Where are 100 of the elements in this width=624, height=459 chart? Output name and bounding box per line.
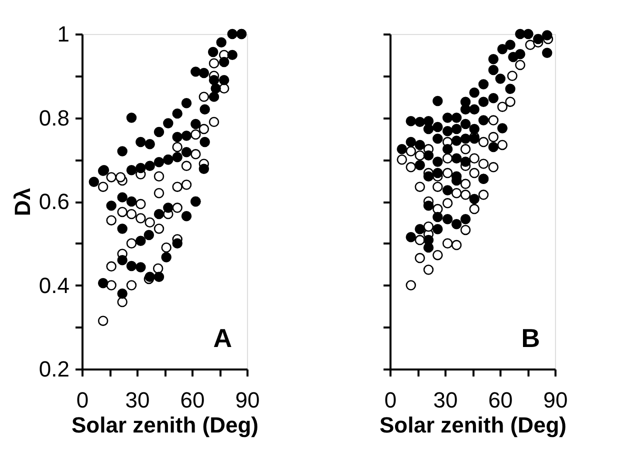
point xyxy=(460,224,471,236)
point xyxy=(396,154,408,165)
point xyxy=(126,164,137,176)
point xyxy=(181,98,192,108)
point xyxy=(406,162,416,172)
point xyxy=(488,132,499,142)
point xyxy=(414,252,426,264)
point xyxy=(198,124,210,134)
y-tick-label: 0.8 xyxy=(38,105,70,130)
point xyxy=(451,240,462,250)
point xyxy=(190,66,201,77)
point xyxy=(136,236,146,246)
y-tick-label: 0.2 xyxy=(38,356,70,382)
point xyxy=(432,250,443,260)
point xyxy=(442,168,453,178)
point xyxy=(181,160,192,172)
point xyxy=(227,50,238,60)
point xyxy=(126,238,137,248)
point xyxy=(497,140,508,150)
point xyxy=(210,83,221,94)
point xyxy=(172,202,182,213)
x-tick-label: 30 xyxy=(433,388,458,412)
point xyxy=(181,180,192,190)
point xyxy=(198,92,210,102)
point xyxy=(117,146,128,156)
x-tick-label: 90 xyxy=(235,388,260,412)
point xyxy=(218,56,230,68)
point xyxy=(152,263,164,274)
point xyxy=(216,37,226,48)
point xyxy=(172,238,182,248)
point xyxy=(190,149,201,160)
point xyxy=(227,28,238,40)
point xyxy=(198,164,210,174)
point xyxy=(181,130,192,141)
point xyxy=(106,261,116,272)
point xyxy=(117,296,128,308)
point xyxy=(497,102,508,112)
point xyxy=(208,92,220,102)
point xyxy=(98,182,108,192)
x-axis-title: Solar zenith (Deg) xyxy=(379,412,567,438)
point xyxy=(515,60,526,70)
point xyxy=(106,280,116,290)
point xyxy=(154,224,164,234)
point xyxy=(505,96,516,107)
point xyxy=(172,152,182,162)
point xyxy=(198,68,210,78)
point xyxy=(451,188,462,198)
point xyxy=(469,204,480,214)
point xyxy=(144,217,155,228)
point xyxy=(172,142,182,152)
point xyxy=(488,162,499,172)
y-tick-label: 1 xyxy=(57,22,70,46)
point xyxy=(406,146,416,156)
x-tick-label: 90 xyxy=(543,388,568,412)
point xyxy=(406,280,416,290)
point xyxy=(488,115,499,126)
point xyxy=(98,316,108,326)
point xyxy=(469,153,480,164)
point xyxy=(200,136,210,148)
point xyxy=(117,224,128,234)
point xyxy=(98,278,108,288)
x-tick-label: 60 xyxy=(180,388,205,412)
point xyxy=(163,202,174,213)
point xyxy=(136,213,146,224)
point xyxy=(442,153,453,164)
point xyxy=(460,190,471,200)
point xyxy=(88,176,100,187)
point xyxy=(144,160,155,172)
y-axis-title: Dλ xyxy=(10,188,35,216)
point xyxy=(161,252,172,262)
point xyxy=(144,230,154,240)
point xyxy=(163,118,174,128)
point xyxy=(106,172,116,182)
point xyxy=(136,198,146,210)
point xyxy=(126,196,137,207)
x-axis-title: Solar zenith (Deg) xyxy=(71,412,259,438)
y-tick-label: 0.6 xyxy=(38,189,70,214)
x-tick-label: 0 xyxy=(384,388,397,412)
point xyxy=(423,222,434,232)
point xyxy=(172,182,182,192)
point xyxy=(507,70,518,81)
point xyxy=(117,206,128,218)
point xyxy=(117,255,128,266)
annotation: B xyxy=(521,323,540,353)
point xyxy=(126,280,137,290)
x-tick-label: 0 xyxy=(76,388,89,412)
point xyxy=(136,136,146,148)
point xyxy=(154,188,164,198)
point xyxy=(423,264,434,275)
point xyxy=(154,208,164,220)
point xyxy=(442,198,453,208)
point xyxy=(117,192,128,202)
point xyxy=(208,58,220,68)
point xyxy=(478,190,489,200)
point xyxy=(154,272,164,282)
point xyxy=(136,262,146,272)
point xyxy=(469,168,480,178)
annotation: A xyxy=(213,323,232,353)
point xyxy=(208,74,220,86)
point xyxy=(208,116,220,128)
